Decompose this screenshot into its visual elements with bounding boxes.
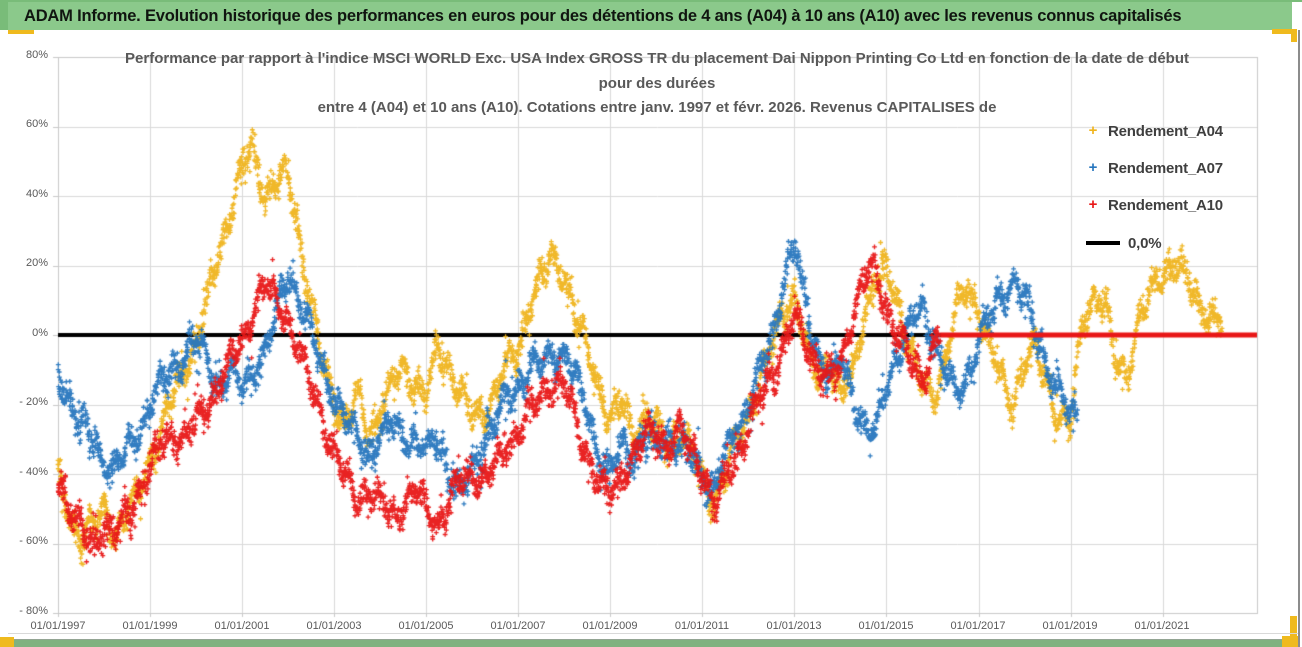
x-axis-label-2021: 01/01/2021 — [1134, 620, 1190, 632]
x-axis-label-1997: 01/01/1997 — [30, 620, 86, 632]
x-axis-label-2009: 01/01/2009 — [582, 620, 638, 632]
legend-item-a04: + Rendement_A04 — [1086, 122, 1224, 140]
x-axis-label-2017: 01/01/2017 — [950, 620, 1006, 632]
y-axis-label-m20: - 20% — [19, 396, 48, 408]
legend-label-a10: Rendement_A10 — [1108, 196, 1223, 214]
y-axis-label-m40: - 40% — [19, 466, 48, 478]
x-axis-label-2015: 01/01/2015 — [858, 620, 914, 632]
x-axis-label-1999: 01/01/1999 — [122, 620, 178, 632]
y-axis-label-0: 0% — [32, 327, 48, 339]
x-axis-label-2003: 01/01/2003 — [306, 620, 362, 632]
y-axis-label-40: 40% — [25, 188, 48, 200]
legend-label-a07: Rendement_A07 — [1108, 159, 1223, 177]
zero-line-icon — [1086, 241, 1120, 245]
chart-title-line-1: Performance par rapport à l'indice MSCI … — [125, 50, 1189, 67]
x-axis-label-2005: 01/01/2005 — [398, 620, 454, 632]
legend-label-a04: Rendement_A04 — [1108, 122, 1223, 140]
x-axis-label-2019: 01/01/2019 — [1042, 620, 1098, 632]
plus-marker-icon: + — [1088, 159, 1098, 176]
y-axis-label-20: 20% — [25, 257, 48, 269]
legend-label-zero: 0,0% — [1128, 234, 1162, 252]
plus-marker-icon: + — [1088, 196, 1098, 213]
y-axis-label-80: 80% — [25, 49, 48, 61]
x-axis-label-2013: 01/01/2013 — [766, 620, 822, 632]
x-axis-label-2007: 01/01/2007 — [490, 620, 546, 632]
chart-title-line-2: pour des durées — [598, 75, 716, 92]
plus-marker-icon: + — [1088, 122, 1098, 139]
y-axis-label-m60: - 60% — [19, 535, 48, 547]
y-axis-label-60: 60% — [25, 118, 48, 130]
x-axis-label-2001: 01/01/2001 — [214, 620, 270, 632]
legend-item-a07: + Rendement_A07 — [1086, 159, 1224, 177]
x-axis-label-2011: 01/01/2011 — [674, 620, 730, 632]
y-axis-label-m80: - 80% — [19, 605, 48, 617]
legend-item-a10: Rendement_A10 + Rendement_A10 — [1086, 196, 1224, 214]
legend-item-zero-line: 0,0% — [1086, 234, 1162, 252]
chart-title-line-3: entre 4 (A04) et 10 ans (A10). Cotations… — [317, 99, 997, 116]
